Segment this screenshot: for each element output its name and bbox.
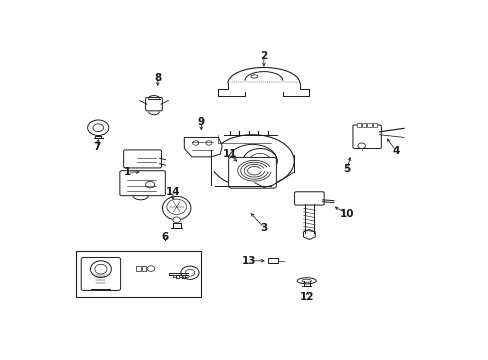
FancyBboxPatch shape [352, 125, 381, 149]
FancyBboxPatch shape [123, 150, 161, 168]
FancyBboxPatch shape [145, 98, 162, 111]
Text: 1: 1 [123, 167, 131, 177]
Text: 8: 8 [154, 73, 161, 83]
Ellipse shape [162, 196, 190, 220]
Ellipse shape [250, 75, 257, 78]
FancyBboxPatch shape [120, 171, 165, 195]
Bar [372, 123, 376, 127]
Ellipse shape [166, 199, 186, 214]
Bar [76, 251, 201, 297]
Bar [267, 258, 277, 263]
Text: 4: 4 [392, 146, 399, 156]
Circle shape [87, 120, 109, 135]
Ellipse shape [181, 266, 199, 279]
Polygon shape [184, 138, 222, 157]
Text: 11: 11 [222, 149, 237, 159]
Text: 6: 6 [162, 232, 169, 242]
Text: 13: 13 [241, 256, 255, 266]
Bar [356, 123, 360, 127]
Bar [136, 266, 141, 271]
Text: 2: 2 [260, 51, 267, 61]
Text: 10: 10 [339, 209, 354, 219]
Bar [142, 266, 145, 271]
Text: 7: 7 [93, 142, 101, 152]
Ellipse shape [90, 261, 111, 278]
FancyBboxPatch shape [294, 192, 324, 205]
Bar [366, 123, 371, 127]
Ellipse shape [297, 278, 316, 284]
Circle shape [357, 143, 365, 149]
Text: 5: 5 [343, 164, 350, 174]
Ellipse shape [185, 269, 194, 276]
Ellipse shape [95, 264, 107, 274]
Text: 9: 9 [197, 117, 204, 127]
Circle shape [205, 141, 211, 145]
Circle shape [145, 181, 154, 188]
Circle shape [147, 266, 154, 271]
Bar [361, 123, 366, 127]
Text: 3: 3 [260, 222, 267, 233]
Circle shape [192, 141, 198, 145]
FancyBboxPatch shape [81, 257, 121, 291]
FancyBboxPatch shape [228, 157, 276, 188]
Ellipse shape [302, 279, 311, 282]
Circle shape [173, 217, 180, 222]
Circle shape [93, 124, 103, 132]
Text: 14: 14 [165, 186, 180, 197]
Text: 12: 12 [300, 292, 314, 302]
